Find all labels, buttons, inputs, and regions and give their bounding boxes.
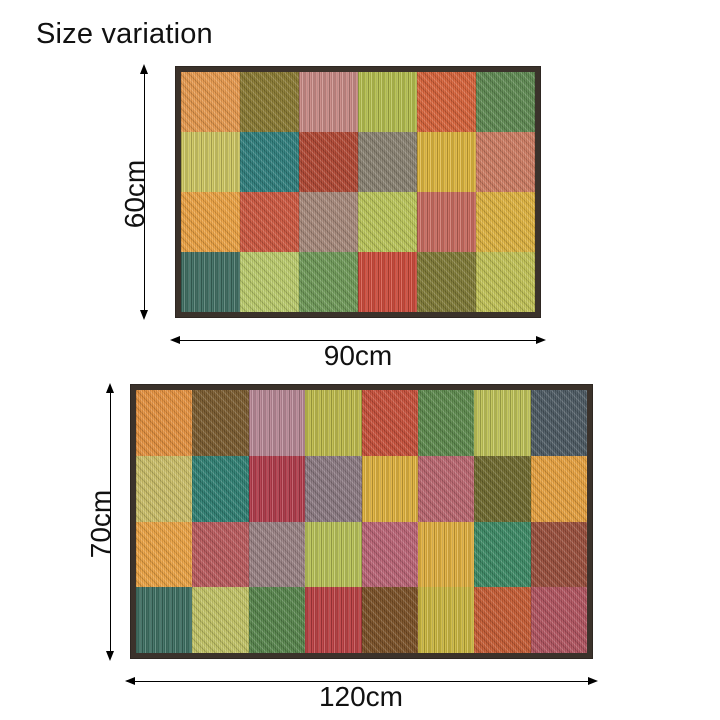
dimension-line-small-width [180,340,536,341]
rug-cell [474,390,531,456]
rug-cell [476,72,535,132]
rug-cell [299,132,358,192]
dimension-arrow-small-width-right [536,336,546,344]
rug-cell [530,587,587,653]
rug-cell [417,132,476,192]
rug-cell [476,132,535,192]
rug-cell [248,521,306,588]
rug-cell [530,455,587,522]
product-image-rug-small [176,67,540,317]
rug-cell [248,390,306,456]
rug-cell [181,192,240,252]
rug-cell [136,455,193,522]
rug-cell [358,132,417,192]
rug-cell [136,521,193,588]
rug-cell [181,132,240,192]
rug-cell [474,455,531,522]
dimension-label-large-width: 120cm [318,681,404,712]
rug-cell [181,72,240,132]
product-image-rug-large [131,385,592,658]
rug-cell [181,252,240,312]
rug-cell [192,455,249,522]
dimension-arrow-large-width-left [125,677,135,685]
dimension-arrow-small-height-top [140,64,148,74]
rug-cell [417,587,475,653]
rug-cell [417,455,475,522]
rug-cell [305,455,362,522]
rug-cell [417,72,476,132]
dimension-line-large-height [110,391,111,653]
rug-cell [361,455,418,522]
rug-cell [248,587,306,653]
rug-cell [305,587,362,653]
rug-cell [240,72,299,132]
rug-cell [358,72,417,132]
rug-cell [192,390,249,456]
rug-cell [476,252,535,312]
rug-cell [530,521,587,588]
rug-cell [248,455,306,522]
rug-cell [192,521,249,588]
rug-cell [417,252,476,312]
rug-cell [240,192,299,252]
rug-cell [240,252,299,312]
dimension-arrow-small-height-bottom [140,310,148,320]
dimension-line-large-width [135,681,588,682]
rug-cell [136,390,193,456]
dimension-label-large-height: 70cm [85,489,116,559]
rug-cell [192,587,249,653]
rug-cell [136,587,193,653]
rug-cell [361,587,418,653]
rug-cell [474,521,531,588]
rug-cell [305,521,362,588]
rug-cell [361,521,418,588]
rug-cell [358,192,417,252]
rug-cell [417,521,475,588]
rug-cell [358,252,417,312]
page-title: Size variation [36,18,213,50]
dimension-label-small-height: 60cm [119,159,150,229]
dimension-arrow-large-height-top [106,383,114,393]
rug-cell [474,587,531,653]
rug-cell [417,192,476,252]
rug-cell [299,252,358,312]
rug-large-grid [136,390,587,653]
rug-cell [240,132,299,192]
dimension-arrow-large-width-right [588,677,598,685]
rug-cell [476,192,535,252]
rug-cell [305,390,362,456]
rug-small-grid [181,72,535,312]
rug-cell [417,390,475,456]
rug-cell [530,390,587,456]
rug-cell [361,390,418,456]
rug-cell [299,72,358,132]
rug-cell [299,192,358,252]
dimension-label-small-width: 90cm [323,340,393,371]
dimension-line-small-height [144,72,145,312]
dimension-arrow-large-height-bottom [106,651,114,661]
dimension-arrow-small-width-left [170,336,180,344]
